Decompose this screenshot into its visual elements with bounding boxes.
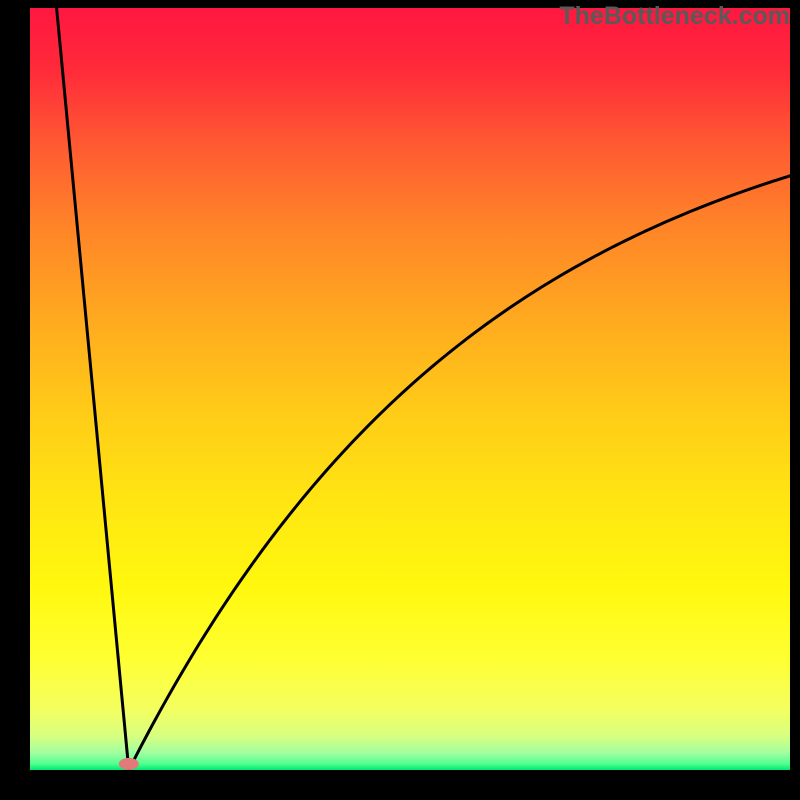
bottleneck-curve	[57, 8, 790, 770]
curve-layer	[30, 8, 790, 770]
chart-container: TheBottleneck.com	[0, 0, 800, 800]
plot-area	[30, 8, 790, 770]
minimum-marker	[119, 758, 139, 770]
watermark-text: TheBottleneck.com	[559, 2, 790, 31]
